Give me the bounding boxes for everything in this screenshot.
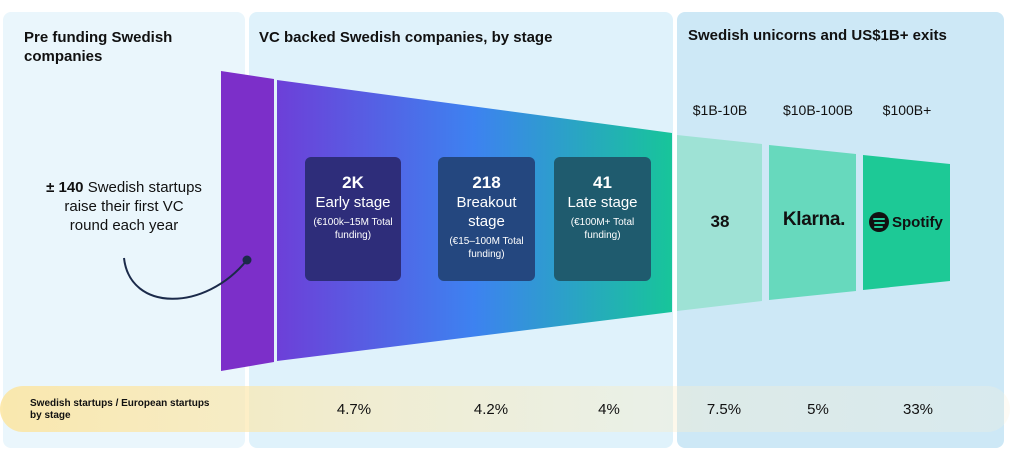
- pre-funding-title: Pre funding Swedish companies: [24, 29, 173, 65]
- stage-box-late: 41 Late stage (€100M+ Total funding): [554, 157, 651, 281]
- pre-funding-bar: [221, 71, 274, 371]
- unicorn-count: 38: [710, 212, 730, 231]
- spotify-logo: Spotify: [869, 211, 943, 233]
- ratio-late: 4%: [598, 401, 620, 418]
- connector-curve: [123, 257, 248, 300]
- stage-count: 218: [472, 173, 501, 192]
- stage-count: 41: [593, 173, 612, 192]
- pre-funding-text: ± 140 Swedish startups raise their first…: [44, 178, 204, 235]
- unicorns-title: Swedish unicorns and US$1B+ exits: [688, 27, 947, 44]
- ratio-breakout: 4.2%: [473, 401, 509, 418]
- spotify-wordmark: Spotify: [892, 213, 943, 231]
- connector-dot: [242, 255, 252, 265]
- stage-name: Late stage: [567, 194, 638, 211]
- stage-funding: (€15–100M Total funding): [449, 236, 524, 260]
- unicorn-segment-1b-10b: [677, 135, 762, 311]
- vc-backed-title: VC backed Swedish companies, by stage: [259, 29, 553, 46]
- ratio-1b-10b: 7.5%: [706, 401, 742, 418]
- range-label-100b-plus: $100B+: [882, 102, 932, 118]
- stage-count: 2K: [342, 173, 364, 192]
- klarna-logo: Klarna.: [782, 209, 846, 230]
- stage-name: Early stage: [315, 194, 391, 211]
- unicorn-segment-10b-100b: [769, 145, 856, 300]
- pre-funding-panel: [3, 12, 245, 448]
- range-label-1b-10b: $1B-10B: [692, 102, 748, 118]
- ratio-10b-100b: 5%: [807, 401, 829, 418]
- stage-name: Breakout stage: [456, 194, 517, 230]
- ratio-band-label: Swedish startups / European startups by …: [30, 398, 210, 421]
- unicorn-segment-100b-plus: [863, 155, 950, 290]
- ratio-band: [0, 386, 1010, 432]
- range-label-10b-100b: $10B-100B: [782, 102, 854, 118]
- stage-box-early: 2K Early stage (€100k–15M Total funding): [305, 157, 401, 281]
- pre-funding-count: ± 140: [46, 179, 84, 196]
- stage-funding: (€100M+ Total funding): [570, 217, 635, 241]
- pre-funding-description: Swedish startups raise their first VC ro…: [64, 179, 202, 234]
- spotify-icon: [869, 212, 889, 232]
- ratio-early: 4.7%: [336, 401, 372, 418]
- stage-funding: (€100k–15M Total funding): [313, 217, 393, 241]
- stage-box-breakout: 218 Breakout stage (€15–100M Total fundi…: [438, 157, 535, 281]
- ratio-100b-plus: 33%: [902, 401, 934, 418]
